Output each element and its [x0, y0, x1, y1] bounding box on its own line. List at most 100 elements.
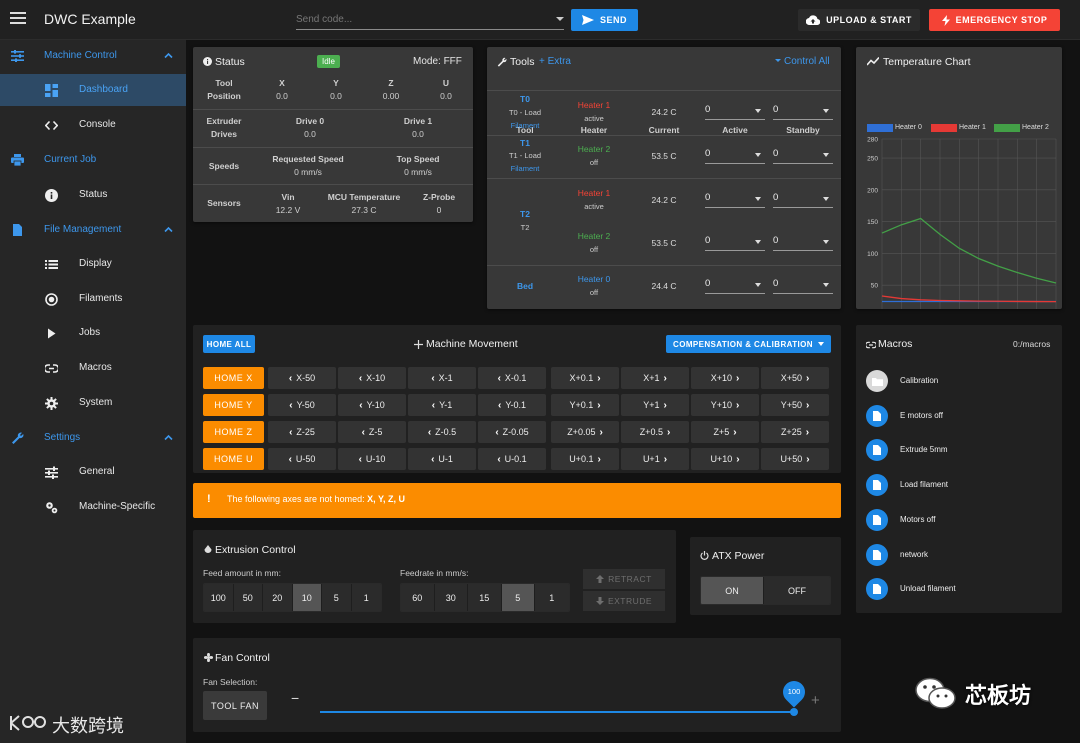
- heater-name[interactable]: Heater 1: [577, 188, 611, 198]
- move-positive-button[interactable]: Z+25 ›: [761, 421, 829, 443]
- heater-name[interactable]: Heater 2: [577, 144, 611, 154]
- feed-amount-option-button[interactable]: 10: [292, 584, 322, 611]
- send-code-input[interactable]: [296, 10, 546, 28]
- extra-link[interactable]: + Extra: [539, 56, 571, 67]
- sidebar-item-macros[interactable]: Macros: [0, 352, 186, 384]
- atx-off-button[interactable]: OFF: [764, 577, 830, 604]
- nav-group-current-job[interactable]: Current Job: [0, 144, 186, 176]
- move-positive-button[interactable]: Z+5 ›: [691, 421, 759, 443]
- emergency-stop-button[interactable]: EMERGENCY STOP: [929, 9, 1060, 31]
- tool-fan-button[interactable]: TOOL FAN: [203, 691, 267, 720]
- macro-item[interactable]: E motors off: [866, 404, 1056, 427]
- tool-load-filament-link[interactable]: Filament: [510, 121, 540, 130]
- control-all-menu[interactable]: Control All: [784, 56, 830, 67]
- home-axis-button[interactable]: HOME Y: [203, 394, 264, 416]
- sidebar-item-display[interactable]: Display: [0, 248, 186, 280]
- standby-temp-select[interactable]: 0: [773, 101, 833, 120]
- dropdown-caret-icon[interactable]: [556, 17, 564, 21]
- heater-name[interactable]: Heater 0: [577, 274, 611, 284]
- home-axis-button[interactable]: HOME Z: [203, 421, 264, 443]
- move-positive-button[interactable]: Y+50 ›: [761, 394, 829, 416]
- fan-decrease-button[interactable]: −: [291, 690, 300, 706]
- move-negative-button[interactable]: ‹ X-50: [268, 367, 336, 389]
- tool-name[interactable]: T2: [520, 209, 530, 219]
- feedrate-option-button[interactable]: 60: [401, 584, 435, 611]
- feed-amount-option-button[interactable]: 1: [351, 584, 381, 611]
- feed-amount-option-button[interactable]: 100: [204, 584, 234, 611]
- standby-temp-select[interactable]: 0: [773, 145, 833, 164]
- sidebar-item-filaments[interactable]: Filaments: [0, 283, 186, 315]
- send-code-field[interactable]: [296, 10, 564, 30]
- move-positive-button[interactable]: Y+1 ›: [621, 394, 689, 416]
- move-negative-button[interactable]: ‹ U-1: [408, 448, 476, 470]
- move-negative-button[interactable]: ‹ X-10: [338, 367, 406, 389]
- move-positive-button[interactable]: U+0.1 ›: [551, 448, 619, 470]
- compensation-calibration-button[interactable]: COMPENSATION & CALIBRATION: [666, 335, 831, 353]
- home-axis-button[interactable]: HOME U: [203, 448, 264, 470]
- tool-load-filament-link[interactable]: Filament: [510, 164, 540, 173]
- macro-item[interactable]: Motors off: [866, 508, 1056, 531]
- sidebar-item-dashboard[interactable]: Dashboard: [0, 74, 186, 106]
- active-temp-select[interactable]: 0: [705, 145, 765, 164]
- retract-button[interactable]: RETRACT: [583, 569, 665, 589]
- sidebar-item-jobs[interactable]: Jobs: [0, 317, 186, 349]
- move-positive-button[interactable]: Z+0.05 ›: [551, 421, 619, 443]
- feedrate-option-button[interactable]: 30: [434, 584, 468, 611]
- home-all-button[interactable]: HOME ALL: [203, 335, 255, 353]
- tool-load-link[interactable]: T0 - Load: [508, 108, 542, 117]
- move-negative-button[interactable]: ‹ U-0.1: [478, 448, 546, 470]
- feedrate-option-button[interactable]: 1: [535, 584, 569, 611]
- move-positive-button[interactable]: X+50 ›: [761, 367, 829, 389]
- sidebar-item-general[interactable]: General: [0, 456, 186, 488]
- move-negative-button[interactable]: ‹ Y-0.1: [478, 394, 546, 416]
- move-positive-button[interactable]: X+0.1 ›: [551, 367, 619, 389]
- macro-item[interactable]: Calibration: [866, 370, 1056, 392]
- active-temp-select[interactable]: 0: [705, 275, 765, 294]
- bed-name[interactable]: Bed: [516, 281, 534, 291]
- active-temp-select[interactable]: 0: [705, 189, 765, 208]
- extrude-button[interactable]: EXTRUDE: [583, 591, 665, 611]
- heater-name[interactable]: Heater 1: [577, 100, 611, 110]
- move-negative-button[interactable]: ‹ Z-0.5: [408, 421, 476, 443]
- move-positive-button[interactable]: X+10 ›: [691, 367, 759, 389]
- home-axis-button[interactable]: HOME X: [203, 367, 264, 389]
- atx-on-button[interactable]: ON: [701, 577, 764, 604]
- macros-path[interactable]: 0:/macros: [1013, 339, 1051, 349]
- active-temp-select[interactable]: 0: [705, 101, 765, 120]
- upload-and-start-button[interactable]: UPLOAD & START: [798, 9, 920, 31]
- fan-increase-button[interactable]: +: [811, 692, 820, 709]
- send-button[interactable]: SEND: [571, 9, 638, 31]
- sidebar-item-status[interactable]: Status: [0, 179, 186, 211]
- feed-amount-option-button[interactable]: 5: [322, 584, 352, 611]
- nav-group-file-management[interactable]: File Management: [0, 214, 186, 246]
- move-positive-button[interactable]: U+1 ›: [621, 448, 689, 470]
- tool-name[interactable]: T0: [520, 94, 530, 104]
- macro-item[interactable]: network: [866, 543, 1056, 566]
- macro-item[interactable]: Unload filament: [866, 578, 1056, 601]
- move-positive-button[interactable]: U+50 ›: [761, 448, 829, 470]
- standby-temp-select[interactable]: 0: [773, 232, 833, 251]
- move-negative-button[interactable]: ‹ X-1: [408, 367, 476, 389]
- macro-item[interactable]: Extrude 5mm: [866, 439, 1056, 462]
- feedrate-option-button[interactable]: 5: [501, 584, 535, 611]
- fan-slider-thumb[interactable]: [790, 708, 798, 716]
- fan-slider-track[interactable]: [320, 711, 794, 713]
- feed-amount-option-button[interactable]: 50: [233, 584, 263, 611]
- move-negative-button[interactable]: ‹ Z-0.05: [478, 421, 546, 443]
- sidebar-item-machine-specific[interactable]: Machine-Specific: [0, 491, 186, 523]
- move-negative-button[interactable]: ‹ Y-10: [338, 394, 406, 416]
- move-negative-button[interactable]: ‹ Z-25: [268, 421, 336, 443]
- move-positive-button[interactable]: U+10 ›: [691, 448, 759, 470]
- active-temp-select[interactable]: 0: [705, 232, 765, 251]
- move-negative-button[interactable]: ‹ Y-1: [408, 394, 476, 416]
- standby-temp-select[interactable]: 0: [773, 189, 833, 208]
- feed-amount-option-button[interactable]: 20: [263, 584, 293, 611]
- nav-group-machine-control[interactable]: Machine Control: [0, 40, 186, 72]
- tool-load-link[interactable]: T1 - Load: [508, 151, 542, 160]
- move-positive-button[interactable]: Z+0.5 ›: [621, 421, 689, 443]
- sidebar-item-console[interactable]: Console: [0, 109, 186, 141]
- move-negative-button[interactable]: ‹ U-10: [338, 448, 406, 470]
- move-positive-button[interactable]: X+1 ›: [621, 367, 689, 389]
- feedrate-option-button[interactable]: 15: [468, 584, 502, 611]
- move-negative-button[interactable]: ‹ U-50: [268, 448, 336, 470]
